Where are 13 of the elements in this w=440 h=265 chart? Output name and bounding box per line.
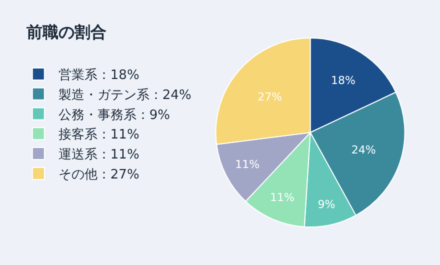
data-label: 24% [351, 143, 376, 156]
chart-title: 前職の割合 [25, 22, 106, 42]
legend-label: 運送系：11% [58, 148, 140, 163]
legend-label: 製造・ガテン系：24% [58, 88, 192, 103]
data-label: 9% [318, 198, 336, 212]
data-label: 27% [258, 90, 282, 104]
data-label: 11% [270, 190, 294, 204]
data-label: 18% [331, 74, 356, 88]
legend-label: 公務・事務系：9% [58, 108, 170, 123]
legend-label: 接客系：11% [58, 126, 140, 143]
legend-label: 営業系：18% [58, 68, 140, 84]
data-label: 11% [235, 158, 260, 172]
legend-label: その他：27% [58, 168, 140, 183]
